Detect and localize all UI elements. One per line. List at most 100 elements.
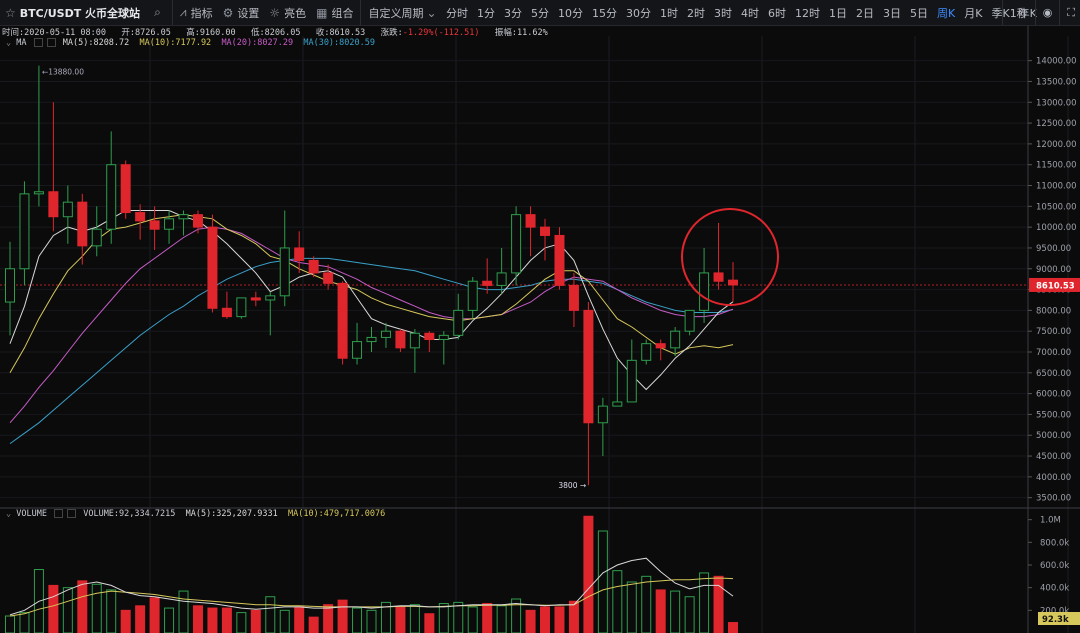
period-tab-13[interactable]: 1日 <box>829 6 848 20</box>
volume-bar <box>106 589 117 633</box>
indicators-button[interactable]: ⩘ 指标 <box>175 0 218 25</box>
price-tick-label: 6500.00 <box>1036 369 1071 379</box>
settings-button[interactable]: ⚙ 设置 <box>218 0 265 25</box>
period-tab-7[interactable]: 1时 <box>660 6 679 20</box>
period-tab-16[interactable]: 5日 <box>910 6 929 20</box>
gear-icon: ⚙ <box>222 5 234 20</box>
divider <box>360 0 362 25</box>
volume-bar <box>250 609 261 633</box>
ma10-legend: MA(10):7177.92 <box>139 38 212 48</box>
volume-value-legend: VOLUME:92,334.7215 <box>83 509 176 519</box>
volume-bar <box>728 622 738 633</box>
ma-legend: ⌄ MA MA(5):8208.72 MA(10):7177.92 MA(20)… <box>6 38 375 48</box>
period-tab-1[interactable]: 1分 <box>477 6 496 20</box>
volume-bar <box>91 583 102 633</box>
candle-body <box>409 332 420 349</box>
price-tick-label: 4000.00 <box>1036 473 1071 483</box>
volume-bar <box>352 607 363 633</box>
high-label: 高: <box>186 28 200 38</box>
collapse-icon[interactable]: ⌄ <box>6 38 12 48</box>
candle-body <box>164 218 175 230</box>
candle-body <box>453 309 464 336</box>
toolbar-right: 1秒 ◉ ⛶ <box>1000 0 1080 25</box>
volume-bar <box>323 604 334 633</box>
divider <box>171 0 173 25</box>
period-tab-9[interactable]: 3时 <box>714 6 733 20</box>
camera-icon[interactable]: ◉ <box>1042 6 1053 19</box>
change-label: 涨跌: <box>380 28 403 38</box>
volume-bar <box>453 601 464 633</box>
close-label: 收: <box>315 28 330 38</box>
period-tab-12[interactable]: 12时 <box>795 6 821 20</box>
period-tab-17[interactable]: 周K <box>937 6 956 20</box>
period-tab-14[interactable]: 2日 <box>856 6 875 20</box>
price-tick-label: 7000.00 <box>1036 348 1071 358</box>
volume-bar <box>19 612 30 633</box>
candle-body <box>192 214 203 228</box>
candle-body <box>178 214 189 220</box>
volume-bar <box>438 603 449 633</box>
toolbar: ☆ BTC/USDT 火币全球站 ⌕ ⩘ 指标 ⚙ 设置 ☼ 亮色 ▦ 组合 自… <box>0 0 1080 26</box>
period-tab-18[interactable]: 月K <box>964 6 983 20</box>
symbol-selector[interactable]: ☆ BTC/USDT 火币全球站 ⌕ <box>0 0 170 25</box>
search-icon[interactable]: ⌕ <box>154 5 161 19</box>
combo-button[interactable]: ▦ 组合 <box>311 0 358 25</box>
sun-icon: ☼ <box>269 5 281 20</box>
custom-period-dropdown[interactable]: 自定义周期 ⌄ <box>363 0 441 25</box>
candle-body <box>467 280 478 311</box>
volume-bar <box>395 606 406 633</box>
period-tab-11[interactable]: 6时 <box>768 6 787 20</box>
ma-legend-name: MA <box>16 38 27 48</box>
star-icon[interactable]: ☆ <box>5 5 16 20</box>
candle-body <box>366 336 377 343</box>
period-tab-3[interactable]: 5分 <box>531 6 550 20</box>
volume-bar <box>713 575 724 633</box>
candle-body <box>684 309 695 332</box>
fullscreen-icon[interactable]: ⛶ <box>1067 5 1075 19</box>
period-tab-5[interactable]: 15分 <box>592 6 618 20</box>
price-tick-label: 4500.00 <box>1036 452 1071 462</box>
interval-label[interactable]: 1秒 <box>1009 6 1028 20</box>
period-tab-10[interactable]: 4时 <box>741 6 760 20</box>
period-tab-4[interactable]: 10分 <box>558 6 584 20</box>
candle-body <box>496 272 507 286</box>
candle-body <box>540 226 551 236</box>
period-tabs: 分时 1分 3分 5分 10分 15分 30分 1时 2时 3时 4时 6时 12时 1日 2日 3日 5日 周K… <box>442 5 1042 21</box>
period-tab-20[interactable]: 年K <box>1018 6 1037 20</box>
candle-body <box>641 343 652 361</box>
close-toggle[interactable] <box>67 509 77 518</box>
high-marker-label: ←13880.00 <box>42 68 84 77</box>
candle-body <box>265 295 276 301</box>
period-tab-2[interactable]: 3分 <box>504 6 523 20</box>
price-tick-label: 7500.00 <box>1036 327 1071 337</box>
collapse-icon[interactable]: ⌄ <box>6 509 12 519</box>
volume-tick-label: 600.0k <box>1040 561 1069 571</box>
period-tab-19[interactable]: 季K <box>991 6 1010 20</box>
period-tab-8[interactable]: 2时 <box>687 6 706 20</box>
candle-body <box>612 401 623 407</box>
close-toggle[interactable] <box>46 38 56 47</box>
settings-toggle[interactable] <box>33 38 43 47</box>
volume-bar <box>221 607 232 633</box>
volume-bar <box>568 600 579 633</box>
volume-bar <box>5 615 15 633</box>
volume-bar <box>684 596 695 633</box>
divider <box>1034 0 1036 25</box>
volume-bar <box>279 609 290 633</box>
layout-grid-icon: ▦ <box>316 5 328 20</box>
settings-toggle[interactable] <box>54 509 64 518</box>
price-tick-label: 8000.00 <box>1036 306 1071 316</box>
combo-label: 组合 <box>331 6 354 20</box>
volume-bar <box>641 575 652 633</box>
ma20-legend: MA(20):8027.29 <box>221 38 294 48</box>
volume-tick-label: 1.0M <box>1040 516 1061 526</box>
candle-body <box>120 164 131 214</box>
period-tab-6[interactable]: 30分 <box>626 6 652 20</box>
period-tab-0[interactable]: 分时 <box>446 6 469 20</box>
symbol-label: BTC/USDT 火币全球站 <box>19 6 141 20</box>
candle-body <box>294 247 305 261</box>
period-tab-15[interactable]: 3日 <box>883 6 902 20</box>
theme-button[interactable]: ☼ 亮色 <box>264 0 311 25</box>
indicator-chart-icon: ⩘ <box>179 5 187 19</box>
